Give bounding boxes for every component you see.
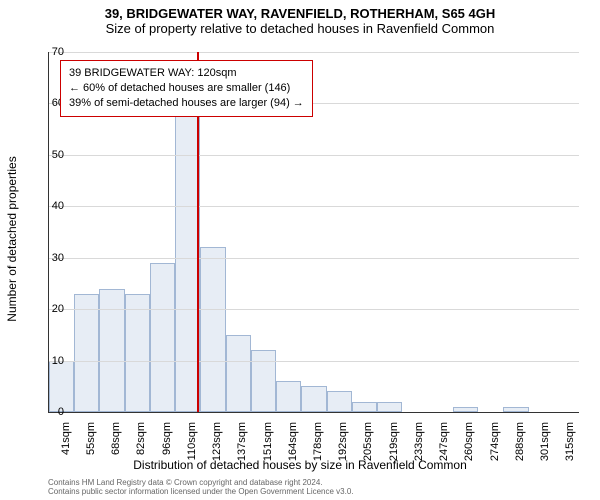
- x-tick-label: 233sqm: [413, 422, 425, 472]
- x-tick-label: 151sqm: [262, 422, 274, 472]
- histogram-bar: [377, 402, 402, 412]
- info-box-line: 39 BRIDGEWATER WAY: 120sqm: [69, 66, 304, 81]
- histogram-bar: [453, 407, 478, 412]
- info-box-line: ← 60% of detached houses are smaller (14…: [69, 81, 304, 96]
- histogram-bar: [74, 294, 99, 412]
- histogram-bar: [99, 289, 124, 412]
- info-box-line: 39% of semi-detached houses are larger (…: [69, 96, 304, 111]
- histogram-bar: [125, 294, 150, 412]
- x-tick-label: 205sqm: [362, 422, 374, 472]
- histogram-bar: [352, 402, 377, 412]
- chart-container: 39, BRIDGEWATER WAY, RAVENFIELD, ROTHERH…: [0, 0, 600, 500]
- histogram-bar: [276, 381, 301, 412]
- y-tick-label: 0: [34, 406, 64, 418]
- x-tick-label: 178sqm: [312, 422, 324, 472]
- x-tick-label: 110sqm: [186, 422, 198, 472]
- footnote: Contains HM Land Registry data © Crown c…: [48, 478, 354, 496]
- y-tick-label: 30: [34, 252, 64, 264]
- x-tick-label: 55sqm: [85, 422, 97, 472]
- x-tick-label: 260sqm: [463, 422, 475, 472]
- title-line-2: Size of property relative to detached ho…: [0, 21, 600, 36]
- histogram-bar: [49, 361, 74, 412]
- footnote-line-1: Contains HM Land Registry data © Crown c…: [48, 478, 354, 487]
- x-tick-label: 41sqm: [60, 422, 72, 472]
- histogram-bar: [301, 386, 326, 412]
- histogram-bar: [226, 335, 251, 412]
- x-tick-label: 301sqm: [539, 422, 551, 472]
- x-tick-label: 82sqm: [135, 422, 147, 472]
- x-tick-label: 192sqm: [337, 422, 349, 472]
- y-tick-label: 70: [34, 46, 64, 58]
- y-tick-label: 40: [34, 200, 64, 212]
- x-tick-label: 164sqm: [287, 422, 299, 472]
- histogram-bar: [150, 263, 175, 412]
- y-tick-label: 50: [34, 149, 64, 161]
- histogram-bar: [251, 350, 276, 412]
- x-tick-label: 288sqm: [514, 422, 526, 472]
- x-tick-label: 123sqm: [211, 422, 223, 472]
- histogram-bar: [327, 391, 352, 412]
- x-tick-label: 219sqm: [388, 422, 400, 472]
- x-tick-label: 96sqm: [161, 422, 173, 472]
- title-line-1: 39, BRIDGEWATER WAY, RAVENFIELD, ROTHERH…: [0, 0, 600, 21]
- x-tick-label: 274sqm: [489, 422, 501, 472]
- y-tick-label: 10: [34, 355, 64, 367]
- x-tick-label: 315sqm: [564, 422, 576, 472]
- info-box: 39 BRIDGEWATER WAY: 120sqm← 60% of detac…: [60, 60, 313, 117]
- x-tick-label: 137sqm: [236, 422, 248, 472]
- x-tick-label: 68sqm: [110, 422, 122, 472]
- y-axis-label: Number of detached properties: [5, 156, 19, 321]
- histogram-bar: [503, 407, 528, 412]
- x-tick-label: 247sqm: [438, 422, 450, 472]
- histogram-bar: [200, 247, 225, 412]
- footnote-line-2: Contains public sector information licen…: [48, 487, 354, 496]
- y-tick-label: 20: [34, 303, 64, 315]
